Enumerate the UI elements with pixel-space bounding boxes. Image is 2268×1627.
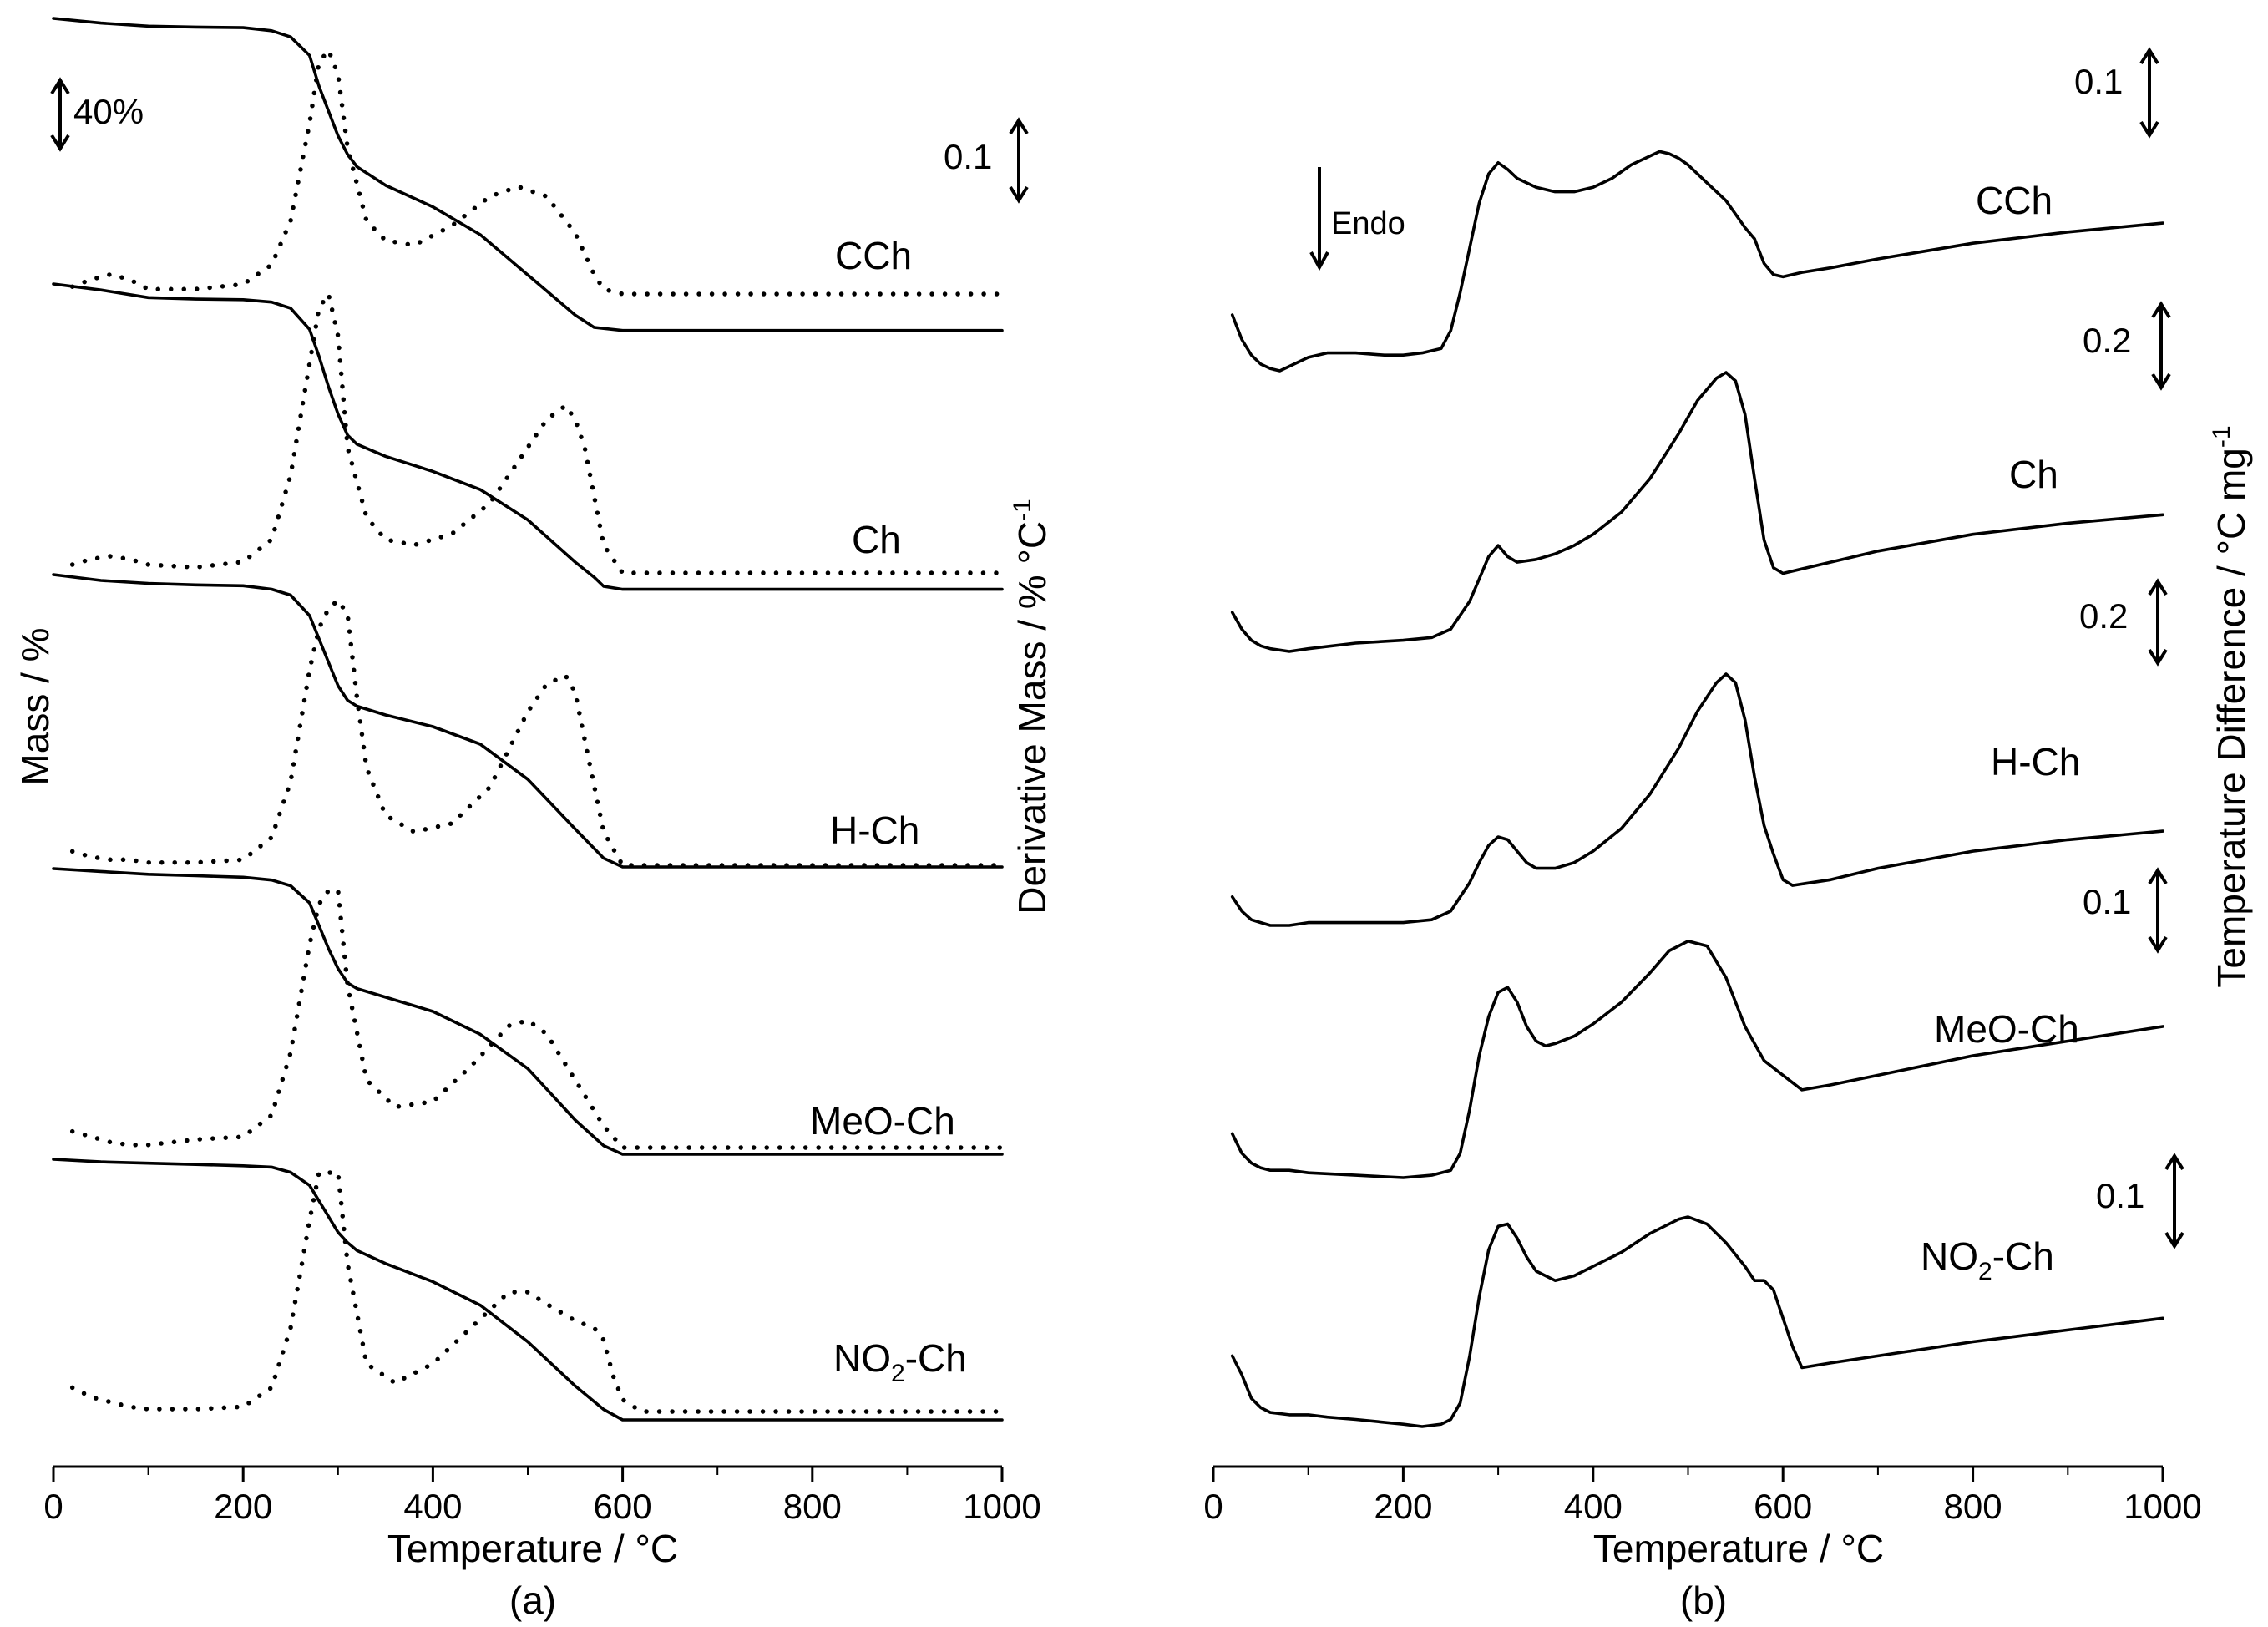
series-label-b-no2ch: NO2-Ch — [1921, 1234, 2054, 1285]
series-label-b-no2ch-sub: 2 — [1978, 1258, 1992, 1285]
derivative-curve-no2-ch — [69, 1170, 1005, 1414]
panel-a-tick-label-400: 400 — [403, 1487, 462, 1526]
meoch-scale-bar: 0.1 — [2083, 867, 2168, 954]
dta-curve-no2-ch — [1230, 1215, 2164, 1428]
panel-b-right-y-label-text: Temperature Difference / °C mg — [2210, 448, 2253, 987]
dta-curve-cch — [1230, 150, 2164, 373]
meoch-scale-bar-label: 0.1 — [2083, 882, 2131, 921]
series-label-a-no2ch-tail: -Ch — [905, 1336, 967, 1380]
series-label-b-cch: CCh — [1976, 179, 2053, 222]
series-label-a-no2ch-main: NO — [833, 1336, 891, 1380]
derivative-scale-bar-label: 0.1 — [944, 137, 992, 176]
no2ch-scale-bar: 0.1 — [2096, 1153, 2184, 1249]
series-label-a-no2ch: NO2-Ch — [833, 1336, 967, 1387]
panel-b-tick-label-1000: 1000 — [2124, 1487, 2201, 1526]
mass-curve-h-ch — [52, 573, 1004, 869]
panel-a-curves — [52, 17, 1005, 1422]
panel-a-x-axis-label: Temperature / °C — [387, 1527, 678, 1570]
no2ch-scale-bar-label: 0.1 — [2096, 1176, 2144, 1215]
dta-curve-ch — [1230, 371, 2164, 653]
series-label-b-meoch: MeO-Ch — [1934, 1007, 2079, 1051]
series-label-a-meoch: MeO-Ch — [810, 1099, 955, 1143]
ch-scale-bar-label: 0.2 — [2083, 321, 2131, 360]
series-label-a-no2ch-sub: 2 — [891, 1360, 905, 1387]
panel-b-right-y-label-sup: -1 — [2208, 425, 2235, 448]
panel-b-label: (b) — [1680, 1579, 1727, 1622]
panel-b-tick-label-200: 200 — [1374, 1487, 1432, 1526]
series-label-b-no2ch-main: NO — [1921, 1234, 1978, 1278]
panel-b-curves — [1230, 150, 2164, 1428]
ccb-scale-bar-label: 0.1 — [2074, 62, 2123, 101]
hch-scale-bar: 0.2 — [2079, 578, 2168, 667]
panel-b-right-y-label: Temperature Difference / °C mg-1 — [2208, 425, 2253, 987]
dta-curve-h-ch — [1230, 672, 2164, 927]
hch-scale-bar-label: 0.2 — [2079, 596, 2128, 636]
mass-curve-ch — [52, 282, 1004, 591]
series-label-a-hch: H-Ch — [830, 808, 919, 852]
panel-a-tick-label-600: 600 — [594, 1487, 652, 1526]
panel-b-x-ticks: 0 200 400 600 800 1000 — [1203, 1467, 2202, 1526]
ccb-scale-bar: 0.1 — [2074, 47, 2159, 139]
panel-a-left-y-label: Mass / % — [13, 627, 57, 785]
panel-a-right-y-label-sup: -1 — [1009, 499, 1036, 521]
series-label-b-ch: Ch — [2009, 453, 2058, 496]
panel-a-label: (a) — [509, 1579, 556, 1622]
endo-arrow: Endo — [1309, 167, 1405, 271]
panel-b-tick-label-0: 0 — [1203, 1487, 1223, 1526]
panel-a-tick-label-800: 800 — [783, 1487, 842, 1526]
mass-scale-bar: 40% — [50, 77, 144, 152]
derivative-curve-h-ch — [69, 596, 1005, 868]
panel-a-tick-label-0: 0 — [43, 1487, 63, 1526]
derivative-scale-bar: 0.1 — [944, 117, 1029, 204]
mass-curve-cch — [52, 17, 1004, 332]
panel-a-tick-label-1000: 1000 — [963, 1487, 1040, 1526]
panel-a-right-y-label-text: Derivative Mass / % °C — [1010, 521, 1054, 915]
panel-b-tick-label-400: 400 — [1564, 1487, 1623, 1526]
endo-label: Endo — [1331, 206, 1405, 241]
derivative-curve-cch — [69, 45, 1005, 297]
panel-a-x-ticks: 0 200 400 600 800 1000 — [43, 1467, 1041, 1526]
panel-a: 0 200 400 600 800 1000 Temperature / °C (a) M… — [13, 17, 1054, 1622]
series-label-a-cch: CCh — [835, 234, 912, 277]
mass-curve-no2-ch — [52, 1158, 1004, 1422]
series-label-b-hch: H-Ch — [1991, 740, 2080, 783]
panel-b-x-axis-label: Temperature / °C — [1593, 1527, 1884, 1570]
ch-scale-bar: 0.2 — [2083, 301, 2171, 391]
panel-a-tick-label-200: 200 — [214, 1487, 272, 1526]
series-label-b-no2ch-tail: -Ch — [1992, 1234, 2054, 1278]
dta-curve-meo-ch — [1230, 940, 2164, 1179]
mass-scale-bar-label: 40% — [73, 92, 144, 131]
series-label-a-ch: Ch — [852, 518, 901, 561]
panel-b: 0 200 400 600 800 1000 Temperature / °C (b) T… — [1203, 47, 2253, 1622]
panel-b-tick-label-800: 800 — [1944, 1487, 2002, 1526]
panel-a-right-y-label: Derivative Mass / % °C-1 — [1009, 499, 1054, 915]
panel-b-tick-label-600: 600 — [1754, 1487, 1812, 1526]
